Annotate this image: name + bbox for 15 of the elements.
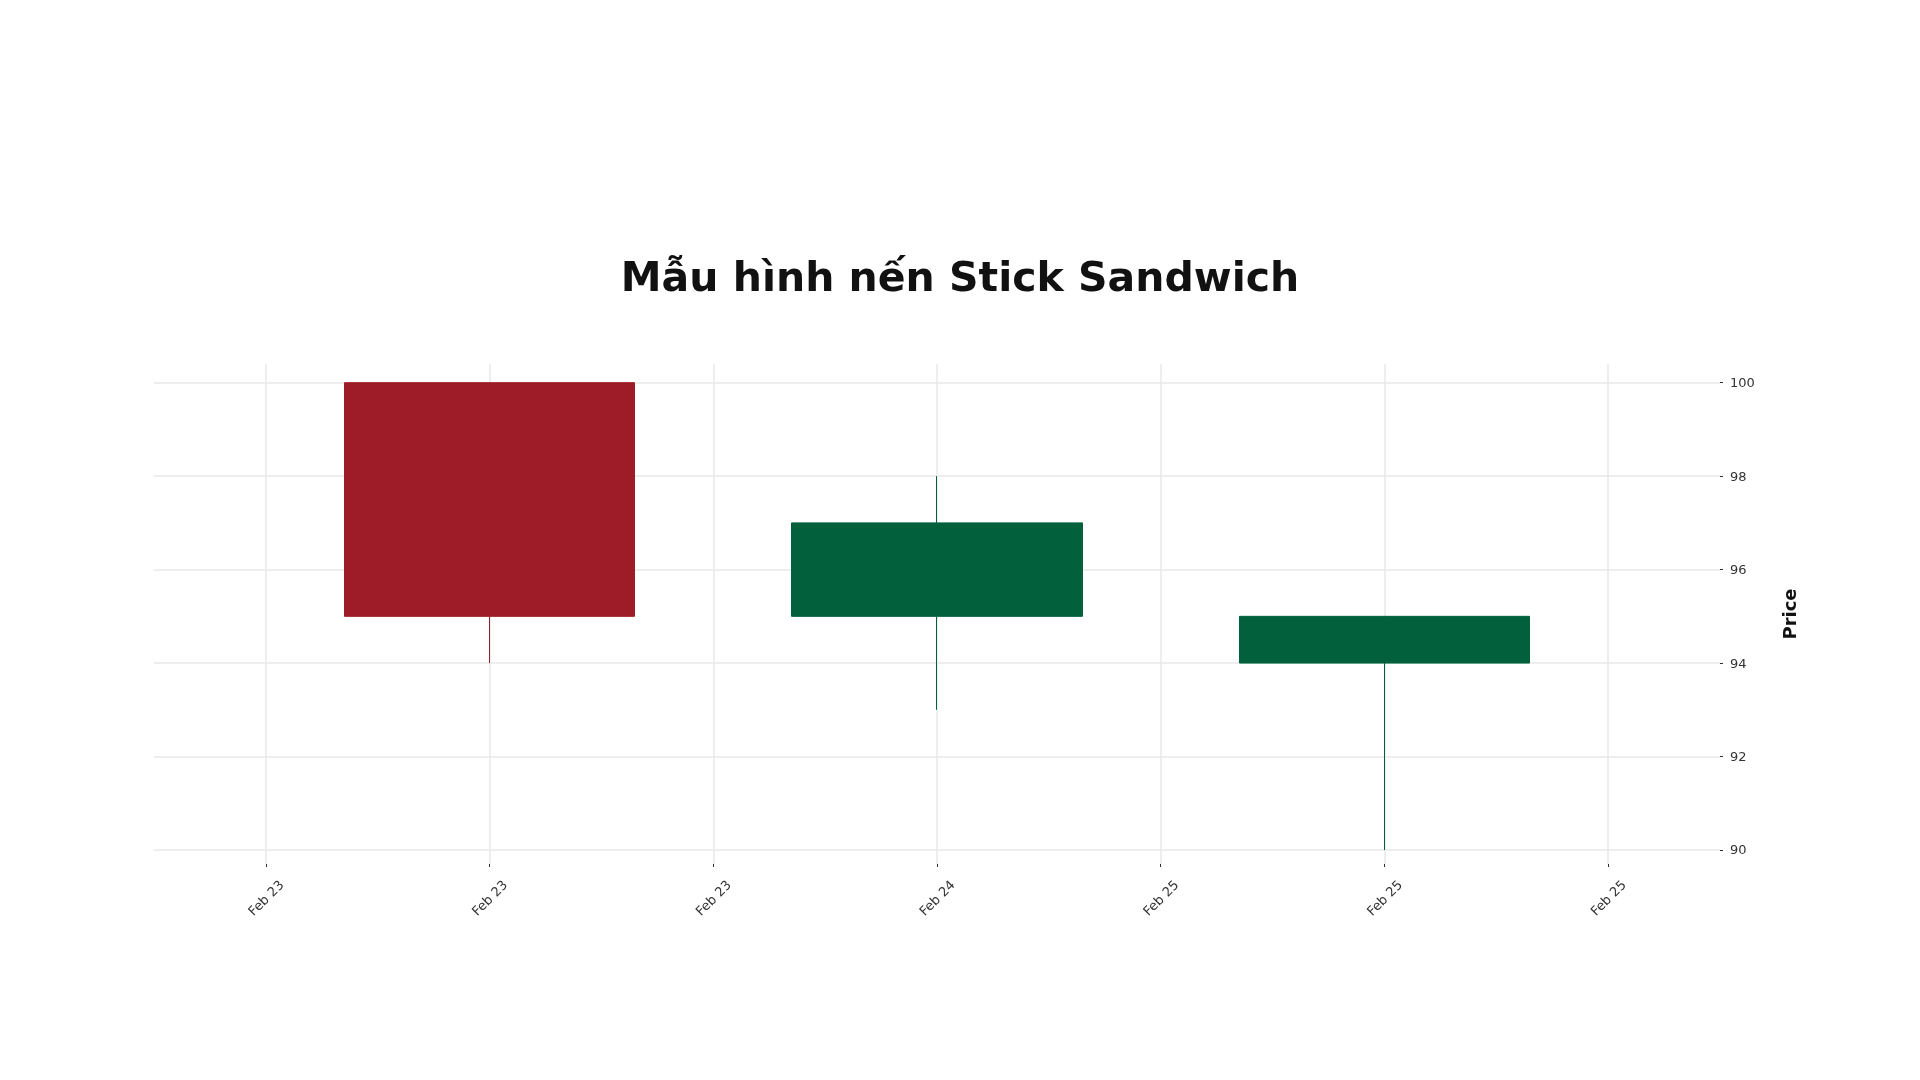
y-axis-title: Price: [1778, 588, 1800, 640]
y-tick-label: 100: [1730, 375, 1755, 391]
y-tick-label: 92: [1730, 749, 1747, 765]
x-tick-label: Feb 23: [468, 877, 511, 919]
x-tick-label: Feb 25: [1139, 877, 1182, 919]
y-tick-label: 96: [1730, 562, 1747, 578]
chart-title: Mẫu hình nến Stick Sandwich: [620, 252, 1300, 301]
x-tick-label: Feb 25: [1363, 877, 1406, 919]
x-tick-label: Feb 23: [245, 877, 287, 919]
y-tick-label: 90: [1730, 842, 1747, 858]
y-tick-label: 98: [1730, 468, 1747, 484]
x-tick-label: Feb 25: [1587, 877, 1629, 919]
y-tick-label: 94: [1730, 655, 1747, 671]
x-tick-label: Feb 24: [916, 877, 958, 919]
x-tick-label: Feb 23: [692, 877, 735, 919]
